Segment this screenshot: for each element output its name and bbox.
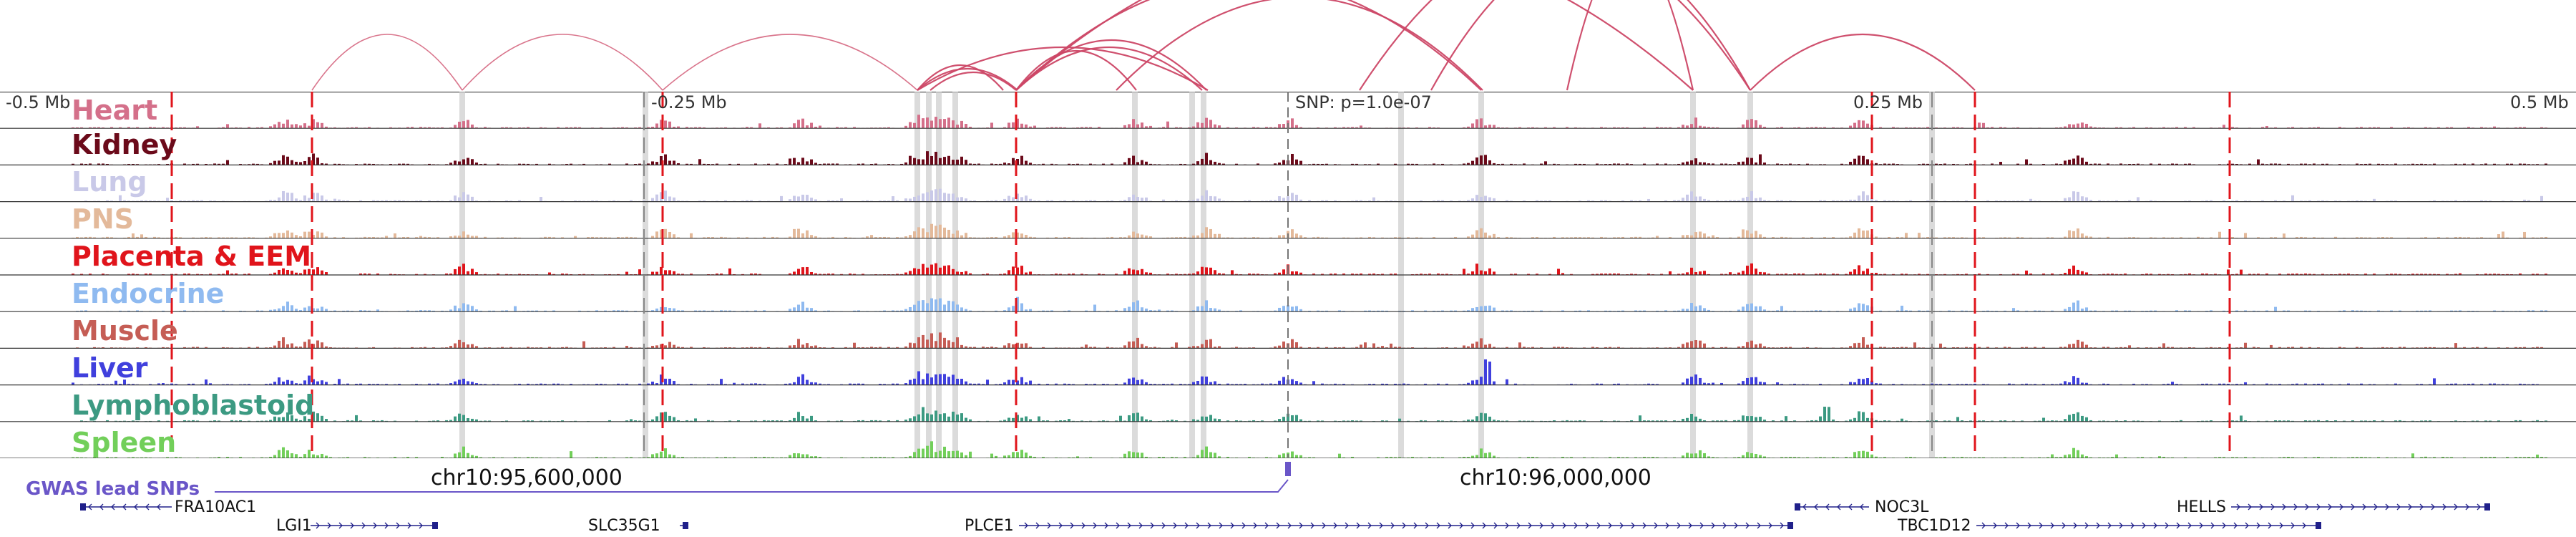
gene-label-noc3l: NOC3L — [1875, 498, 1929, 516]
gwas-connector — [215, 479, 1289, 493]
axis-label-0-25: 0.25 Mb — [1853, 92, 1923, 112]
interaction-arc — [1750, 33, 1976, 91]
axis-label-minus-0-25: -0.25 Mb — [651, 92, 727, 112]
track-label-pns: PNS — [72, 203, 135, 235]
gwas-snp-marker — [1285, 462, 1291, 476]
interaction-arc — [917, 64, 1004, 91]
gene-label-hells: HELLS — [2177, 498, 2226, 516]
interaction-arc — [930, 72, 1017, 91]
gene-noc3l — [1795, 503, 1869, 511]
gene-label-lgi1: LGI1 — [276, 517, 312, 535]
gene-plce1 — [1019, 522, 1793, 529]
interaction-arc — [1430, 0, 1751, 91]
interaction-arc — [917, 67, 1018, 91]
interaction-arcs — [311, 0, 1976, 91]
interaction-arc — [1116, 0, 1483, 91]
chrom-coord-95600000: chr10:95,600,000 — [431, 465, 623, 490]
gene-label-tbc1d12: TBC1D12 — [1898, 517, 1971, 535]
interaction-arc — [1359, 0, 1751, 91]
interaction-arc — [1015, 0, 1694, 91]
gene-annotation — [80, 462, 2490, 529]
interaction-arc — [1015, 46, 1203, 91]
gene-tbc1d12 — [1976, 522, 2321, 529]
gene-lgi1 — [311, 522, 438, 529]
track-label-muscle: Muscle — [72, 315, 178, 347]
interaction-arc — [1015, 0, 1482, 91]
gene-hells — [2231, 503, 2490, 511]
gene-slc35g1 — [680, 522, 688, 529]
track-label-lung: Lung — [72, 166, 147, 198]
track-label-lymphoblastoid: Lymphoblastoid — [72, 390, 315, 421]
gwas-lead-snps-label: GWAS lead SNPs — [26, 478, 200, 500]
gene-label-slc35g1: SLC35G1 — [588, 517, 660, 535]
gene-label-plce1: PLCE1 — [965, 517, 1014, 535]
interaction-arc — [662, 34, 918, 91]
signal-tracks — [0, 92, 2576, 458]
gene-fra10ac1 — [80, 503, 172, 511]
gene-label-fra10ac1: FRA10AC1 — [175, 498, 257, 516]
axis-label-0-5: 0.5 Mb — [2510, 92, 2569, 112]
interaction-arc — [311, 34, 463, 91]
track-label-liver: Liver — [72, 352, 148, 384]
interaction-arc — [1015, 49, 1137, 91]
snp-label: SNP: p=1.0e-07 — [1295, 92, 1432, 112]
track-label-placenta: Placenta & EEM — [72, 241, 312, 272]
interaction-arc — [462, 34, 663, 91]
interaction-arc — [1566, 0, 1694, 91]
track-label-spleen: Spleen — [72, 427, 177, 458]
track-label-kidney: Kidney — [72, 129, 177, 160]
axis-label-minus-0-5: -0.5 Mb — [6, 92, 71, 112]
track-label-endocrine: Endocrine — [72, 278, 225, 309]
interaction-arc — [917, 46, 1209, 91]
chrom-coord-96000000: chr10:96,000,000 — [1460, 465, 1652, 490]
track-label-heart: Heart — [72, 95, 158, 126]
